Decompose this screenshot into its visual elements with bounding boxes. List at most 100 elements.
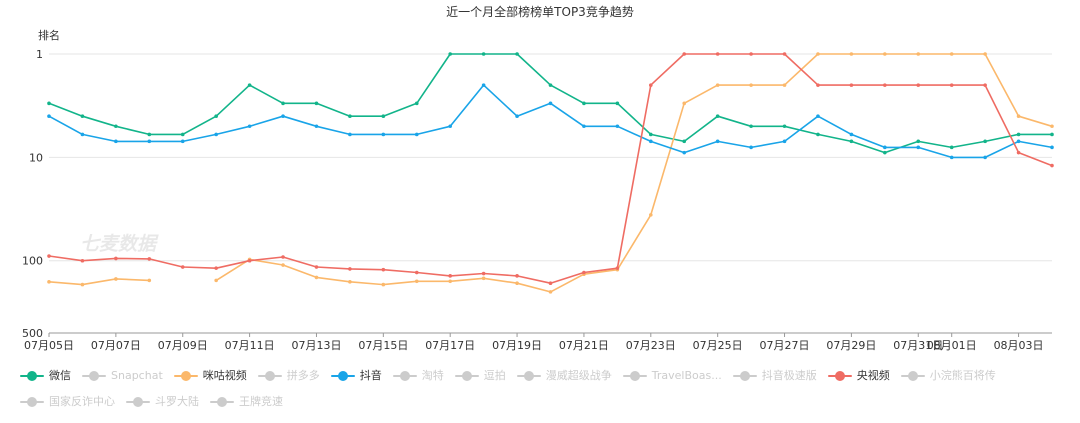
data-point[interactable] [481,52,486,56]
legend-item[interactable]: 王牌竞速 [210,393,283,411]
data-point[interactable] [281,255,285,259]
data-point[interactable] [481,276,486,281]
data-point[interactable] [1050,124,1054,129]
data-point[interactable] [314,124,319,129]
data-point[interactable] [1050,145,1054,150]
data-point[interactable] [414,101,419,106]
data-point[interactable] [515,281,519,286]
data-point[interactable] [883,83,887,87]
data-point[interactable] [281,101,285,106]
data-point[interactable] [448,124,453,129]
data-point[interactable] [849,52,854,56]
data-point[interactable] [414,279,419,284]
data-point[interactable] [147,257,152,261]
data-point[interactable] [682,52,687,56]
data-point[interactable] [949,52,954,56]
data-point[interactable] [749,83,753,87]
data-point[interactable] [114,277,118,281]
data-point[interactable] [1050,163,1054,168]
data-point[interactable] [682,139,687,144]
data-point[interactable] [114,124,118,129]
data-point[interactable] [381,282,386,287]
data-point[interactable] [314,265,319,269]
data-point[interactable] [114,139,118,144]
data-point[interactable] [80,114,85,119]
data-point[interactable] [916,52,921,56]
data-point[interactable] [749,145,753,150]
data-point[interactable] [916,145,921,150]
data-point[interactable] [916,83,921,87]
legend-item[interactable]: 咪咕视频 [173,367,247,385]
data-point[interactable] [983,83,987,87]
legend-item[interactable]: 抖音极速版 [732,367,817,385]
legend-item[interactable]: 逗拍 [454,367,506,385]
data-point[interactable] [214,278,218,283]
data-point[interactable] [147,139,152,144]
data-point[interactable] [1016,114,1021,119]
data-point[interactable] [849,132,854,137]
data-point[interactable] [548,83,553,87]
data-point[interactable] [214,132,218,137]
data-point[interactable] [715,52,720,56]
data-point[interactable] [1016,132,1021,137]
data-point[interactable] [782,52,787,56]
data-point[interactable] [381,267,386,272]
data-point[interactable] [916,139,921,144]
data-point[interactable] [782,124,787,129]
data-point[interactable] [548,101,553,106]
data-point[interactable] [80,258,85,263]
data-point[interactable] [381,114,386,119]
data-point[interactable] [180,265,185,269]
data-point[interactable] [381,132,386,137]
data-point[interactable] [816,83,820,87]
data-point[interactable] [515,52,519,56]
data-point[interactable] [448,274,453,278]
data-point[interactable] [615,101,620,106]
legend-item[interactable]: 微信 [20,367,71,385]
data-point[interactable] [515,274,519,278]
legend-item[interactable]: 斗罗大陆 [126,393,199,411]
data-point[interactable] [448,279,453,284]
legend-item[interactable]: 央视频 [827,367,890,385]
data-point[interactable] [314,275,319,280]
data-point[interactable] [883,150,887,155]
data-point[interactable] [348,132,352,137]
data-point[interactable] [849,139,854,144]
data-point[interactable] [1016,150,1021,155]
data-point[interactable] [983,155,987,160]
legend-item[interactable]: 小浣熊百将传 [900,367,996,385]
data-point[interactable] [816,114,820,119]
data-point[interactable] [782,139,787,144]
data-point[interactable] [348,114,352,119]
data-point[interactable] [715,139,720,144]
data-point[interactable] [214,266,218,270]
data-point[interactable] [949,83,954,87]
data-point[interactable] [247,83,252,87]
data-point[interactable] [448,52,453,56]
data-point[interactable] [47,114,51,119]
data-point[interactable] [214,114,218,119]
data-point[interactable] [147,132,152,137]
data-point[interactable] [949,155,954,160]
data-point[interactable] [481,83,486,87]
data-point[interactable] [649,132,653,137]
data-point[interactable] [1016,139,1021,144]
data-point[interactable] [247,258,252,263]
data-point[interactable] [348,280,352,284]
data-point[interactable] [47,101,51,106]
data-point[interactable] [80,132,85,137]
data-point[interactable] [582,124,586,129]
data-point[interactable] [414,270,419,275]
data-point[interactable] [180,139,185,144]
data-point[interactable] [548,281,553,286]
data-point[interactable] [481,271,486,276]
legend-item[interactable]: 淘特 [392,367,444,385]
data-point[interactable] [582,101,586,106]
data-point[interactable] [180,132,185,137]
data-point[interactable] [649,139,653,144]
data-point[interactable] [47,280,51,284]
data-point[interactable] [849,83,854,87]
data-point[interactable] [348,267,352,271]
data-point[interactable] [548,290,553,294]
data-point[interactable] [749,124,753,129]
